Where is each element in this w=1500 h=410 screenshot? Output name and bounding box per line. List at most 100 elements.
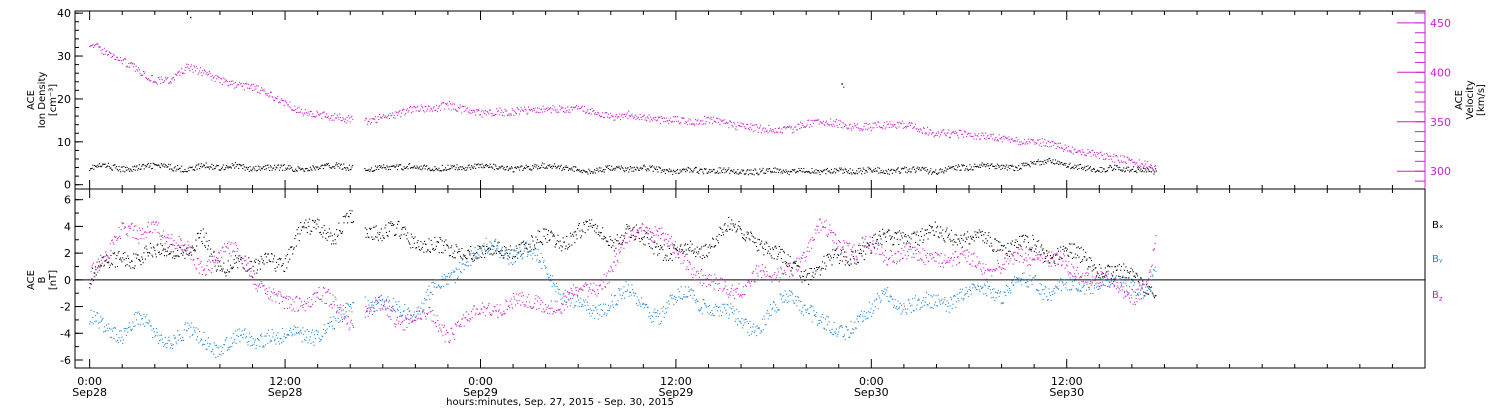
velocity-point (440, 109, 442, 111)
b-point (477, 245, 479, 247)
density-point (764, 172, 766, 174)
velocity-point (334, 113, 336, 115)
density-point (342, 168, 344, 170)
b-point (438, 252, 440, 254)
b-point (983, 242, 986, 244)
velocity-point (186, 63, 188, 65)
velocity-point (607, 113, 609, 115)
velocity-point (573, 106, 575, 108)
b-point (558, 288, 560, 291)
velocity-point (90, 44, 92, 47)
velocity-point (563, 111, 565, 113)
velocity-point (1072, 153, 1074, 155)
b-point (366, 310, 368, 312)
b-point (1098, 264, 1101, 266)
b-point (410, 314, 412, 317)
density-point (300, 168, 302, 170)
b-point (796, 305, 798, 307)
b-point (614, 238, 616, 240)
b-point (705, 243, 707, 246)
b-point (738, 311, 740, 313)
velocity-point (248, 87, 250, 90)
b-point (515, 245, 517, 247)
velocity-point (686, 124, 688, 126)
velocity-point (432, 107, 434, 109)
b-point (95, 274, 97, 276)
velocity-point (488, 109, 491, 111)
velocity-point (304, 109, 307, 111)
b-point (107, 262, 109, 264)
b-point (89, 287, 91, 289)
b-point (723, 224, 725, 226)
b-point (1027, 242, 1029, 244)
velocity-point (122, 59, 124, 61)
density-point (107, 162, 109, 164)
density-point (1032, 161, 1034, 163)
velocity-point (556, 109, 558, 111)
b-point (347, 222, 349, 224)
density-point (808, 170, 810, 172)
b-point (123, 259, 125, 261)
b-point (189, 246, 191, 248)
density-point (946, 168, 948, 170)
velocity-point (916, 128, 918, 130)
b-point (411, 236, 413, 238)
density-point (1013, 169, 1015, 171)
density-point (370, 167, 372, 169)
b-point (938, 237, 940, 239)
b-point (503, 258, 505, 260)
velocity-point (370, 121, 372, 123)
b-point (1145, 284, 1147, 286)
density-point (1067, 166, 1069, 168)
b-point (649, 312, 651, 314)
density-point (636, 166, 638, 168)
velocity-point (471, 109, 473, 112)
b-point (238, 260, 240, 262)
b-point (471, 253, 473, 255)
density-point (883, 170, 885, 172)
b-point (827, 253, 829, 256)
b-point (614, 294, 616, 297)
velocity-point (748, 129, 750, 131)
b-point (270, 340, 272, 342)
b-point (703, 256, 706, 258)
b-point (474, 252, 476, 255)
density-point (239, 164, 241, 166)
velocity-point (878, 121, 880, 123)
b-point (447, 283, 449, 285)
density-point (722, 169, 724, 171)
velocity-point (165, 79, 167, 81)
b-point (473, 255, 475, 257)
b-point (416, 242, 418, 244)
velocity-point (482, 109, 484, 111)
velocity-point (870, 130, 872, 132)
b-point (223, 343, 225, 346)
velocity-point (313, 116, 315, 118)
b-point (345, 302, 347, 304)
b-point (182, 336, 184, 338)
b-point (173, 335, 175, 337)
b-point (326, 239, 328, 241)
density-point (544, 167, 546, 169)
velocity-point (313, 115, 315, 118)
velocity-point (1137, 165, 1139, 168)
velocity-point (426, 110, 428, 112)
density-point (685, 168, 688, 170)
b-point (402, 314, 404, 316)
velocity-point (718, 118, 720, 120)
b-point (997, 249, 999, 251)
density-point (441, 164, 443, 166)
density-point (197, 164, 199, 166)
velocity-point (777, 127, 780, 130)
b-point (1074, 253, 1076, 255)
b-point (379, 231, 381, 234)
b-point (1082, 249, 1084, 251)
b-point (1042, 248, 1044, 250)
b-point (1127, 271, 1129, 273)
b-point (557, 288, 559, 290)
velocity-point (293, 109, 295, 112)
density-point (657, 171, 659, 173)
velocity-point (611, 115, 613, 117)
b-point (1150, 290, 1152, 292)
b-point (404, 303, 406, 306)
